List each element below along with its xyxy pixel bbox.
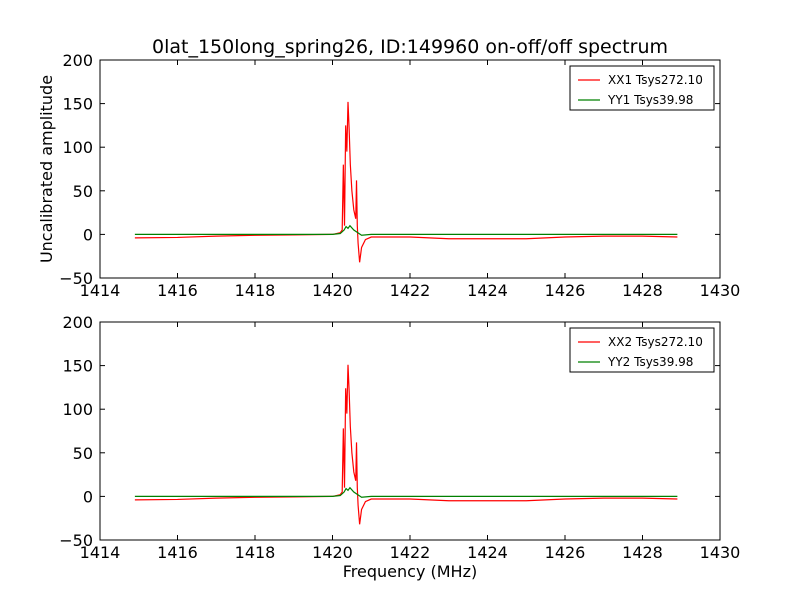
top-xtick-label: 1420 bbox=[312, 281, 353, 300]
top-ytick-label: 50 bbox=[73, 182, 93, 201]
top-ytick-label: −50 bbox=[59, 269, 93, 288]
bottom-series-line-1 bbox=[134, 486, 678, 498]
top-legend-label: YY1 Tsys39.98 bbox=[607, 93, 693, 107]
top-xtick-label: 1428 bbox=[622, 281, 663, 300]
top-legend-label: XX1 Tsys272.10 bbox=[608, 73, 703, 87]
bottom-legend-label: XX2 Tsys272.10 bbox=[608, 335, 703, 349]
bottom-legend-label: YY2 Tsys39.98 bbox=[607, 355, 693, 369]
top-xtick-label: 1424 bbox=[467, 281, 508, 300]
top-xtick-label: 1422 bbox=[390, 281, 431, 300]
bottom-xtick-label: 1426 bbox=[545, 543, 586, 562]
top-panel: 1414 1416 1418 1420 1422 1424 1426 1428 1430 −50 0… bbox=[37, 51, 740, 300]
bottom-ytick-label: 200 bbox=[62, 313, 93, 332]
figure-title: 0lat_150long_spring26, ID:149960 on-off/… bbox=[152, 36, 668, 58]
bottom-x-axis-label: Frequency (MHz) bbox=[343, 562, 477, 581]
top-ytick-label: 200 bbox=[62, 51, 93, 70]
bottom-ytick-label: 100 bbox=[62, 400, 93, 419]
top-ytick-label: 0 bbox=[83, 225, 93, 244]
top-xtick-label: 1414 bbox=[80, 281, 121, 300]
bottom-xtick-label: 1414 bbox=[80, 543, 121, 562]
bottom-xtick-label: 1430 bbox=[700, 543, 741, 562]
top-y-axis-label: Uncalibrated amplitude bbox=[37, 75, 56, 263]
top-xtick-label: 1416 bbox=[157, 281, 198, 300]
top-ytick-label: 150 bbox=[62, 95, 93, 114]
top-legend: XX1 Tsys272.10 YY1 Tsys39.98 bbox=[569, 65, 715, 111]
bottom-legend-box bbox=[569, 327, 715, 373]
bottom-xtick-label: 1420 bbox=[312, 543, 353, 562]
bottom-xtick-label: 1422 bbox=[390, 543, 431, 562]
bottom-panel: 1414 1416 1418 1420 1422 1424 1426 1428 1430 −50 0… bbox=[59, 313, 740, 581]
bottom-legend: XX2 Tsys272.10 YY2 Tsys39.98 bbox=[569, 327, 715, 373]
bottom-xtick-label: 1424 bbox=[467, 543, 508, 562]
bottom-xtick-label: 1428 bbox=[622, 543, 663, 562]
top-xtick-label: 1418 bbox=[235, 281, 276, 300]
bottom-xtick-label: 1416 bbox=[157, 543, 198, 562]
top-ytick-label: 100 bbox=[62, 138, 93, 157]
top-xtick-label: 1426 bbox=[545, 281, 586, 300]
bottom-ytick-label: 0 bbox=[83, 487, 93, 506]
bottom-ytick-label: 50 bbox=[73, 444, 93, 463]
top-series-line-1 bbox=[134, 224, 678, 236]
bottom-xtick-label: 1418 bbox=[235, 543, 276, 562]
top-xtick-label: 1430 bbox=[700, 281, 741, 300]
bottom-ytick-label: 150 bbox=[62, 357, 93, 376]
bottom-ytick-label: −50 bbox=[59, 531, 93, 550]
top-legend-box bbox=[569, 65, 715, 111]
